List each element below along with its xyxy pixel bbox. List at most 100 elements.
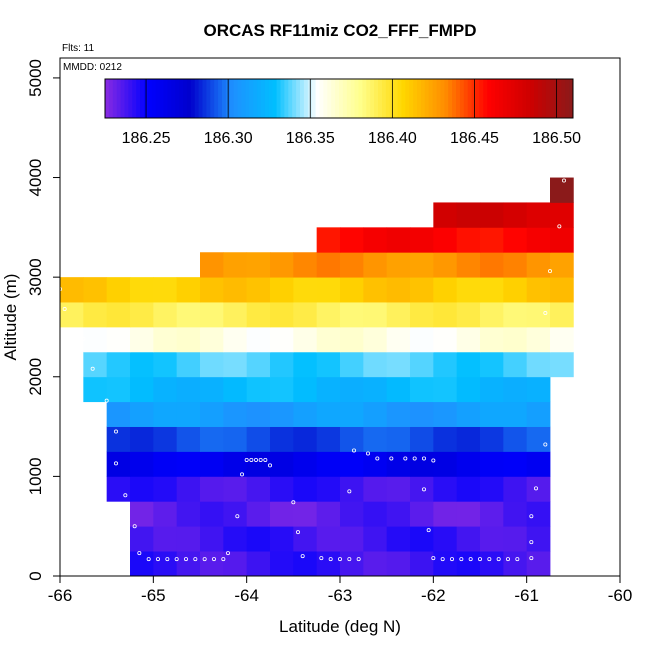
heatmap-cell: [410, 326, 434, 353]
flights-annotation: Flts: 11: [62, 43, 94, 54]
heatmap-cell: [200, 501, 224, 527]
colorbar-segment: [261, 79, 266, 118]
colorbar-segment: [241, 79, 246, 118]
colorbar-segment: [300, 79, 305, 118]
sample-point: [267, 463, 272, 468]
colorbar-segment: [522, 79, 527, 118]
heatmap-cell: [106, 351, 131, 378]
heatmap-cell: [246, 277, 271, 303]
colorbar-segment: [132, 79, 137, 118]
heatmap-cell: [176, 501, 201, 527]
heatmap-cell: [316, 376, 341, 403]
heatmap-cell: [410, 277, 434, 303]
y-axis: 0 1000 2000 3000 4000 5000: [26, 59, 60, 581]
sample-point: [459, 557, 464, 562]
heatmap-cell: [550, 252, 574, 278]
heatmap-cell: [176, 451, 201, 477]
colorbar-segment: [561, 79, 566, 118]
heatmap-cell: [106, 326, 131, 353]
colorbar-segment: [124, 79, 129, 118]
heatmap-cell: [410, 451, 434, 477]
heatmap-cell: [293, 302, 318, 328]
heatmap-cell: [386, 401, 411, 427]
colorbar-segment: [183, 79, 188, 118]
sample-point: [337, 557, 342, 562]
sample-point: [239, 472, 244, 477]
colorbar-segment: [245, 79, 250, 118]
colorbar-segment: [335, 79, 340, 118]
colorbar-tick-label: 186.45: [450, 130, 499, 147]
heatmap-cell: [246, 376, 271, 403]
heatmap-cell: [480, 326, 504, 353]
colorbar-segment: [385, 79, 391, 118]
sample-point: [235, 514, 240, 519]
sample-point: [104, 398, 109, 403]
heatmap-cell: [456, 302, 481, 328]
heatmap-cell: [480, 277, 504, 303]
sample-point: [389, 456, 394, 461]
heatmap-cell: [526, 227, 551, 253]
sample-point: [412, 456, 417, 461]
colorbar-segment: [249, 79, 254, 118]
colorbar-segment: [186, 79, 192, 118]
heatmap-cell: [433, 376, 458, 403]
heatmap-cell: [106, 476, 131, 502]
heatmap-cell: [410, 526, 434, 552]
colorbar-segment: [253, 79, 258, 118]
heatmap-cell: [316, 326, 341, 353]
colorbar-segment: [198, 79, 203, 118]
heatmap-cell: [526, 401, 551, 427]
sample-point: [263, 457, 268, 462]
heatmap-cell: [200, 302, 224, 328]
heatmap-cell: [130, 277, 154, 303]
heatmap-cell: [246, 401, 271, 427]
heatmap-cell: [456, 326, 481, 353]
heatmap-cell: [153, 426, 178, 452]
heatmap-cell: [386, 551, 411, 577]
heatmap-cell: [526, 501, 551, 527]
colorbar-segment: [463, 79, 469, 118]
sample-point: [114, 429, 119, 434]
colorbar-segment: [354, 79, 359, 118]
heatmap-cell: [270, 501, 294, 527]
heatmap-cell: [270, 302, 294, 328]
heatmap-cell: [503, 426, 528, 452]
x-tick-label: -66: [48, 586, 73, 605]
sample-point: [347, 557, 352, 562]
colorbar-segment: [393, 79, 398, 118]
heatmap-cell: [340, 302, 364, 328]
heatmap-cell: [456, 277, 481, 303]
colorbar-tick-label: 186.30: [204, 130, 253, 147]
colorbar-segment: [214, 79, 219, 118]
colorbar-segment: [362, 79, 367, 118]
heatmap-cell: [456, 376, 481, 403]
heatmap-cell: [363, 376, 388, 403]
heatmap-cell: [480, 401, 504, 427]
colorbar-segment: [389, 79, 395, 118]
heatmap-cell: [246, 451, 271, 477]
colorbar-segment: [475, 79, 480, 118]
sample-point: [543, 311, 548, 316]
heatmap-cell: [433, 476, 458, 502]
heatmap-cell: [456, 526, 481, 552]
heatmap-cell: [130, 501, 154, 527]
heatmap-cell: [270, 451, 294, 477]
heatmap-cell: [433, 252, 458, 278]
sample-point: [221, 557, 226, 562]
sample-point: [421, 456, 426, 461]
heatmap-cell: [386, 227, 411, 253]
heatmap-cell: [270, 551, 294, 577]
heatmap-cell: [456, 351, 481, 378]
heatmap-cell: [316, 252, 341, 278]
sample-point: [468, 557, 473, 562]
heatmap-cell: [363, 501, 388, 527]
heatmap-cell: [480, 451, 504, 477]
heatmap-cell: [153, 277, 178, 303]
heatmap-cell: [456, 227, 481, 253]
heatmap-cell: [433, 227, 458, 253]
colorbar-segment: [116, 79, 122, 118]
heatmap-cell: [503, 202, 528, 228]
heatmap-cell: [410, 376, 434, 403]
colorbar-segment: [327, 79, 332, 118]
heatmap-cell: [340, 476, 364, 502]
